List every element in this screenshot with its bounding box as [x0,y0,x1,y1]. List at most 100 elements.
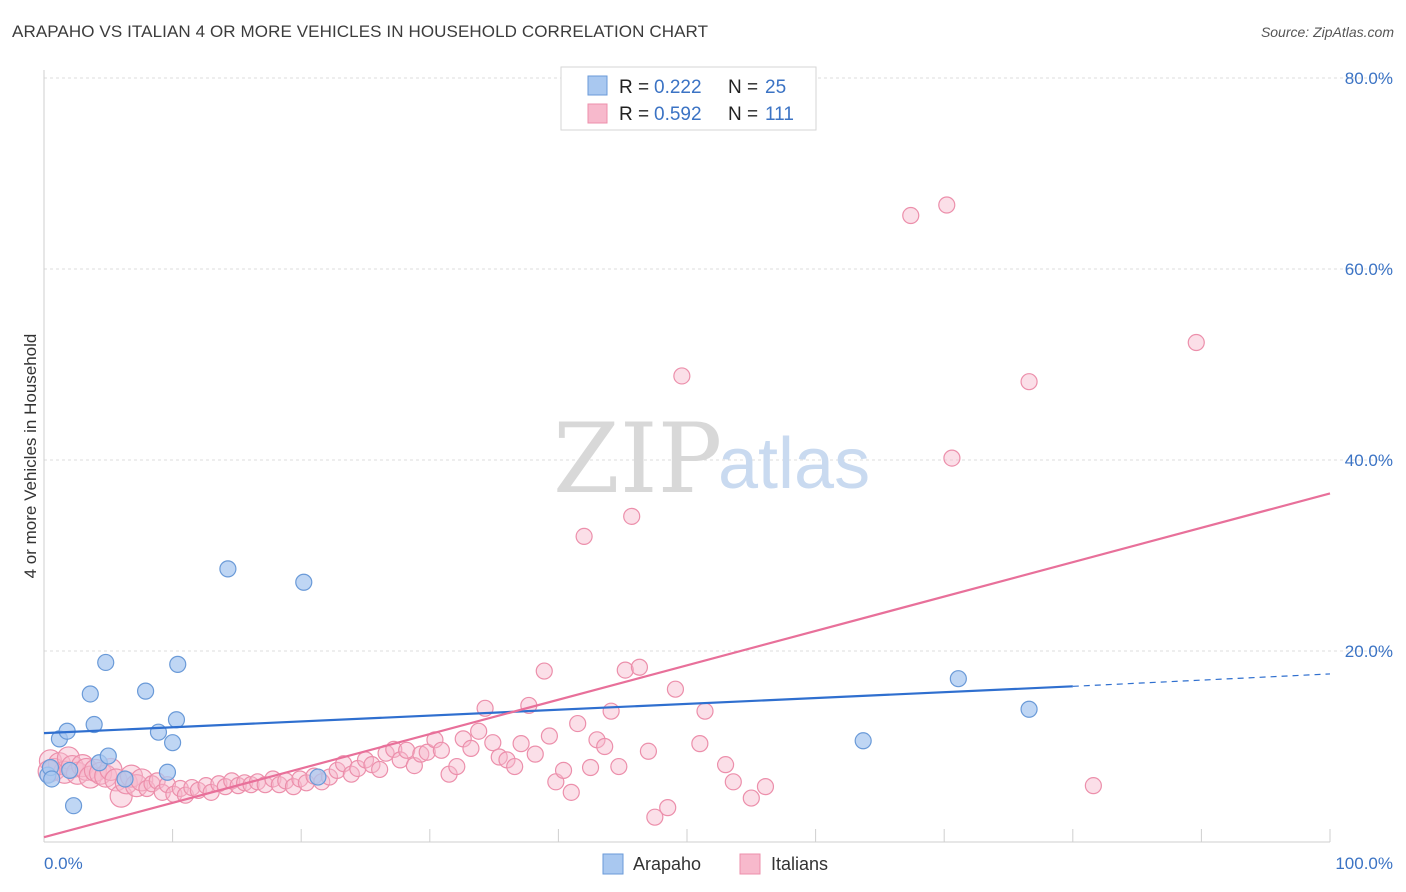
italians-point [691,735,709,753]
italians-point [569,714,587,733]
legend-n-label-italians: N = [728,104,758,125]
arapaho-point [99,747,117,765]
arapaho-point [158,763,177,781]
italians-point [742,789,760,807]
italians-point [562,783,580,801]
italians-point [554,761,573,779]
legend-r-value-arapaho: 0.222 [654,77,702,98]
arapaho-point [97,653,115,672]
italians-point [342,765,360,783]
italians-point [610,757,628,776]
y-tick-label-20: 20.0% [1345,642,1393,661]
italians-point [418,743,436,761]
series-legend: Arapaho Italians [602,853,828,875]
chart-title: ARAPAHO VS ITALIAN 4 OR MORE VEHICLES IN… [12,22,709,41]
legend-n-value-italians: 111 [765,104,794,125]
italians-point [602,702,620,720]
x-tick-label-min: 0.0% [44,854,83,873]
italians-point [646,808,664,826]
italians-point [659,799,677,817]
italians-point [1187,333,1205,352]
arapaho-point [295,573,313,591]
bottom-legend-label-italians: Italians [771,854,828,874]
italians-point [526,745,544,763]
trend-lines [43,492,1331,839]
arapaho-point [309,768,327,786]
italians-point [623,507,641,525]
y-tick-label-60: 60.0% [1345,260,1393,279]
watermark-atlas: atlas [718,424,870,504]
italians-point [371,760,389,779]
arapaho-point [164,734,182,752]
arapaho-point [64,797,83,815]
italians-point [716,756,735,774]
italians-point [666,680,685,698]
italians-point [462,739,480,758]
italians-point [639,742,658,760]
italians-point [943,449,961,467]
y-axis-label: 4 or more Vehicles in Household [21,334,40,579]
italians-point [616,661,634,679]
legend-r-label-italians: R = [619,104,649,125]
arapaho-point [167,711,186,729]
italians-point [535,662,553,680]
italians-point [398,741,416,759]
y-tick-labels: 20.0% 40.0% 60.0% 80.0% [1345,69,1393,661]
bottom-legend-swatch-italians [739,853,761,875]
arapaho-point [219,560,237,578]
axes [43,70,1331,843]
arapaho-point [81,685,99,703]
bottom-legend-swatch-arapaho [602,853,624,875]
watermark-zip: ZIP [553,403,722,515]
italians-point [673,367,691,385]
italians-trend-line [43,492,1331,839]
legend-r-label-arapaho: R = [619,77,649,98]
italians-point [432,741,450,759]
arapaho-point [1020,700,1038,718]
italians-point [756,778,775,796]
italians-point [630,658,649,676]
italians-point [724,773,742,791]
bottom-legend-label-arapaho: Arapaho [633,854,701,874]
legend-swatch-italians [587,103,608,124]
arapaho-trend-extension [1072,673,1331,687]
arapaho-point [854,732,872,750]
italians-point [328,761,346,779]
italians-point [596,737,614,756]
arapaho-point [43,770,61,788]
y-tick-label-40: 40.0% [1345,451,1393,470]
arapaho-point [61,761,79,779]
arapaho-point [949,670,967,688]
arapaho-points [39,560,1038,815]
italians-point [412,745,430,763]
italians-point [1084,777,1102,795]
arapaho-point [136,682,155,700]
legend-swatch-arapaho [587,75,608,96]
arapaho-trend-line [43,685,1073,735]
arapaho-point [85,715,103,734]
italians-point [484,734,502,752]
legend-n-value-arapaho: 25 [765,77,786,98]
italians-point [938,196,956,214]
italians-point [1020,373,1038,391]
legend-n-label-arapaho: N = [728,77,758,98]
italians-point [470,722,488,740]
italians-point [581,758,600,777]
italians-point [696,702,714,720]
italians-point [512,735,530,753]
arapaho-point [169,655,187,673]
y-tick-label-80: 80.0% [1345,69,1393,88]
x-tick-labels: 0.0% 100.0% [44,854,1393,873]
x-tick-label-max: 100.0% [1335,854,1393,873]
italians-point [902,206,920,225]
italians-point [448,757,466,776]
correlation-legend: R = 0.222 N = 25 R = 0.592 N = 111 [560,66,817,131]
source-credit: Source: ZipAtlas.com [1260,24,1394,40]
arapaho-point [116,770,134,788]
italians-point [540,727,558,745]
legend-r-value-italians: 0.592 [654,104,702,125]
italians-point [506,757,524,776]
grid-lines [44,77,1392,652]
italians-point [575,527,593,546]
